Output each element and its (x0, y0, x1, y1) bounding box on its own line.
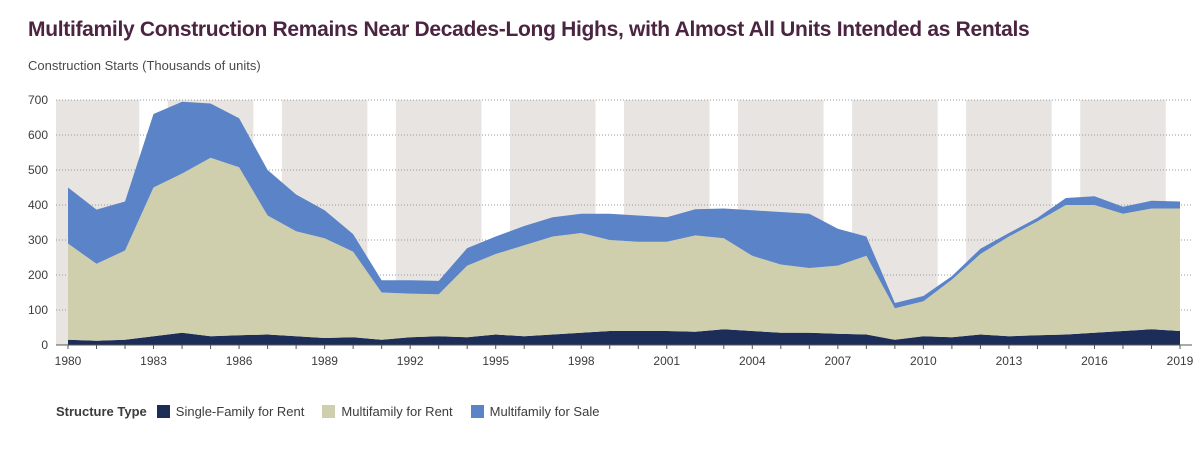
x-tick-label: 1983 (140, 354, 167, 368)
y-tick-label: 300 (28, 233, 48, 247)
x-tick-label: 1986 (226, 354, 253, 368)
area-single-family-for-rent (68, 329, 1180, 345)
legend-label-multifamily-rent: Multifamily for Rent (341, 404, 453, 419)
legend-swatch-multifamily-sale (470, 405, 484, 418)
legend: Structure Type Single-Family for Rent Mu… (56, 404, 617, 419)
x-tick-label: 2010 (910, 354, 937, 368)
x-tick-label: 2004 (739, 354, 766, 368)
x-tick-label: 2007 (824, 354, 851, 368)
chart-title: Multifamily Construction Remains Near De… (28, 18, 1030, 41)
y-tick-label: 500 (28, 163, 48, 177)
x-tick-label: 1995 (482, 354, 509, 368)
area-multifamily-for-rent (68, 157, 1180, 341)
y-axis-label: Construction Starts (Thousands of units) (28, 58, 261, 73)
legend-item-multifamily-rent: Multifamily for Rent (322, 404, 453, 419)
legend-item-multifamily-sale: Multifamily for Sale (470, 404, 600, 419)
x-tick-label: 2013 (996, 354, 1023, 368)
area-multifamily-for-sale (68, 101, 1180, 309)
y-tick-label: 700 (28, 93, 48, 107)
x-tick-label: 1980 (55, 354, 82, 368)
x-tick-label: 2001 (653, 354, 680, 368)
x-tick-label: 2016 (1081, 354, 1108, 368)
x-tick-label: 1989 (311, 354, 338, 368)
y-tick-label: 600 (28, 128, 48, 142)
x-tick-label: 1998 (568, 354, 595, 368)
legend-label-single-family-rent: Single-Family for Rent (175, 404, 305, 419)
stacked-area-chart: 0 100 200 300 400 500 600 700 1980 1983 1986 1989 19… (28, 93, 1194, 368)
x-tick-label: 2019 (1167, 354, 1194, 368)
x-tick-label: 1992 (397, 354, 424, 368)
legend-label-multifamily-sale: Multifamily for Sale (489, 404, 600, 419)
legend-item-single-family-rent: Single-Family for Rent (156, 404, 305, 419)
y-tick-label: 200 (28, 268, 48, 282)
y-tick-label: 400 (28, 198, 48, 212)
legend-title: Structure Type (56, 404, 147, 419)
legend-swatch-single-family-rent (156, 405, 170, 418)
y-tick-label: 0 (41, 338, 48, 352)
legend-swatch-multifamily-rent (322, 405, 336, 418)
y-tick-label: 100 (28, 303, 48, 317)
